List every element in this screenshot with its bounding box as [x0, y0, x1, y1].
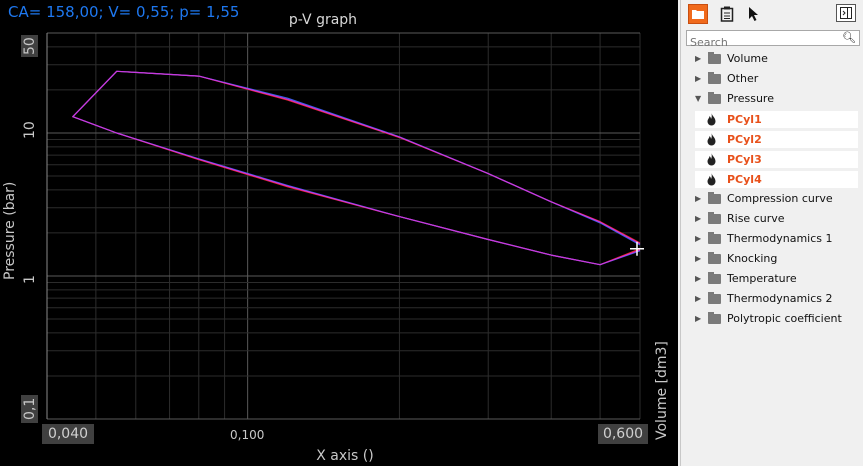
folder-icon: [708, 292, 721, 304]
series-line-3: [72, 70, 641, 266]
collapsed-arrow-icon[interactable]: ▶: [695, 194, 702, 203]
folder-icon: [708, 312, 721, 324]
tree-item-label: Thermodynamics 2: [727, 292, 833, 305]
collapsed-arrow-icon[interactable]: ▶: [695, 54, 702, 63]
tree-item-thermodynamics-2[interactable]: ▶ Thermodynamics 2: [681, 290, 863, 308]
panel-toggle-button[interactable]: [836, 4, 856, 22]
folder-tree-icon: [692, 10, 704, 19]
search-input[interactable]: [687, 35, 840, 50]
tree-item-compression-curve[interactable]: ▶ Compression curve: [681, 190, 863, 208]
tree-child-label: PCyl4: [727, 173, 762, 186]
cursor-readout: CA= 158,00; V= 0,55; p= 1,55: [8, 3, 240, 21]
tree-child-pcyl4[interactable]: PCyl4: [695, 171, 858, 188]
collapsed-arrow-icon[interactable]: ▶: [695, 314, 702, 323]
tree-child-label: PCyl3: [727, 153, 762, 166]
folder-icon: [708, 272, 721, 284]
pointer-icon: [749, 7, 758, 21]
x-tick-right: 0,600: [598, 424, 648, 444]
collapsed-arrow-icon[interactable]: ▶: [695, 254, 702, 263]
flame-icon: [707, 133, 716, 146]
tree-item-volume[interactable]: ▶ Volume: [681, 50, 863, 68]
tree-item-polytropic-coefficient[interactable]: ▶ Polytropic coefficient: [681, 310, 863, 328]
y-tick-box-50: [21, 35, 38, 57]
tree-item-thermodynamics-1[interactable]: ▶ Thermodynamics 1: [681, 230, 863, 248]
y-axis-label: Pressure (bar): [2, 181, 18, 280]
tree-item-label: Volume: [727, 52, 768, 65]
chart-title: p-V graph: [288, 12, 358, 28]
folder-icon: [708, 192, 721, 204]
flame-icon: [707, 113, 716, 126]
tree-item-label: Other: [727, 72, 759, 85]
tree-item-pressure[interactable]: ▼ Pressure: [681, 90, 863, 108]
x-axis-label: X axis (): [316, 448, 374, 464]
collapsed-arrow-icon[interactable]: ▶: [695, 74, 702, 83]
tree-item-other[interactable]: ▶ Other: [681, 70, 863, 88]
flame-icon: [707, 153, 716, 166]
tree-item-knocking[interactable]: ▶ Knocking: [681, 250, 863, 268]
folder-icon: [708, 72, 721, 84]
tree-item-label: Compression curve: [727, 192, 833, 205]
tree-item-label: Pressure: [727, 92, 774, 105]
tree-item-rise-curve[interactable]: ▶ Rise curve: [681, 210, 863, 228]
y-tick-10: 10: [22, 121, 38, 139]
variable-browser-panel: 🔍︎ ▶ Volume ▶ Other ▼ Pressure PCyl1 PCyl2 PCyl3…: [680, 0, 863, 466]
folder-icon: [708, 212, 721, 224]
x-tick-left: 0,040: [42, 424, 94, 444]
tree-item-label: Polytropic coefficient: [727, 312, 842, 325]
collapsed-arrow-icon[interactable]: ▶: [695, 274, 702, 283]
series-line-2: [72, 70, 641, 266]
expanded-arrow-icon[interactable]: ▼: [695, 94, 702, 103]
series-line-1: [72, 70, 641, 266]
tree-child-pcyl3[interactable]: PCyl3: [695, 151, 858, 168]
collapsed-arrow-icon[interactable]: ▶: [695, 294, 702, 303]
folder-icon: [708, 232, 721, 244]
collapsed-arrow-icon[interactable]: ▶: [695, 214, 702, 223]
folder-tree-button[interactable]: [688, 4, 708, 24]
clipboard-button[interactable]: [717, 4, 737, 24]
panel-toggle-icon: [840, 7, 852, 19]
tree-child-label: PCyl2: [727, 133, 762, 146]
collapsed-arrow-icon[interactable]: ▶: [695, 234, 702, 243]
search-box: 🔍︎: [686, 30, 860, 50]
tree-item-label: Rise curve: [727, 212, 785, 225]
secondary-axis-label: Volume [dm3]: [654, 341, 670, 440]
x-tick-mid: 0,100: [230, 428, 265, 442]
folder-icon: [708, 252, 721, 264]
pointer-button[interactable]: [744, 4, 764, 24]
plot-area[interactable]: [0, 0, 678, 466]
folder-icon: [708, 52, 721, 64]
y-tick-box-0-1: [21, 395, 38, 423]
y-tick-50: 50: [22, 37, 38, 55]
search-icon[interactable]: 🔍︎: [842, 31, 856, 44]
y-tick-1: 1: [22, 275, 38, 284]
tree-item-label: Thermodynamics 1: [727, 232, 833, 245]
tree-child-label: PCyl1: [727, 113, 762, 126]
y-tick-0-1: 0,1: [22, 397, 38, 420]
tree-child-pcyl2[interactable]: PCyl2: [695, 131, 858, 148]
flame-icon: [707, 173, 716, 186]
chart-panel[interactable]: CA= 158,00; V= 0,55; p= 1,55 p-V graph 5…: [0, 0, 678, 466]
tree-item-label: Knocking: [727, 252, 778, 265]
tree-child-pcyl1[interactable]: PCyl1: [695, 111, 858, 128]
clipboard-icon: [720, 6, 734, 22]
tree-item-temperature[interactable]: ▶ Temperature: [681, 270, 863, 288]
folder-icon: [708, 92, 721, 104]
tree-item-label: Temperature: [727, 272, 797, 285]
